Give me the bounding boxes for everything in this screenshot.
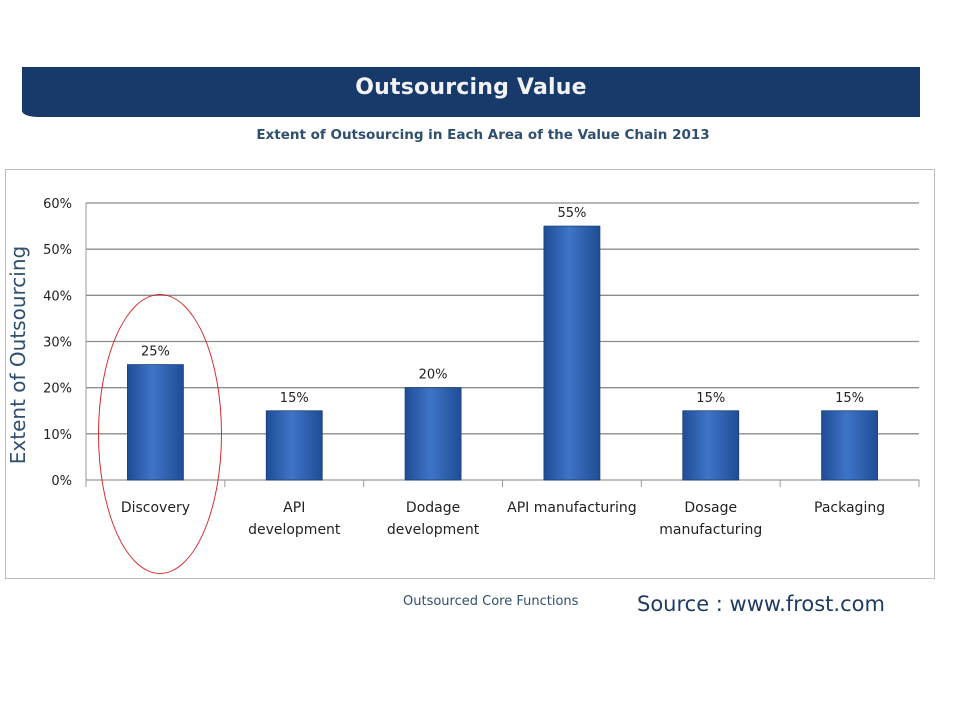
category-label-line: Dodage: [406, 500, 460, 516]
category-label: API development: [248, 500, 341, 538]
data-label: 15%: [280, 391, 309, 406]
category-label: Packaging: [814, 500, 885, 516]
category-label-line: manufacturing: [659, 522, 762, 538]
category-label-line: API manufacturing: [507, 500, 637, 516]
source-note: Source : www.frost.com: [637, 592, 885, 616]
y-tick-label: 50%: [43, 243, 72, 258]
category-label-line: development: [248, 522, 341, 538]
data-label: 15%: [835, 391, 864, 406]
bar: [404, 387, 462, 481]
y-axis-title: Extent of Outsourcing: [6, 246, 30, 464]
bar: [682, 410, 740, 481]
data-label: 20%: [419, 368, 448, 383]
y-tick-label: 10%: [43, 428, 72, 443]
category-label-line: Dosage: [684, 500, 737, 516]
bar: [543, 225, 601, 481]
data-label: 55%: [557, 206, 586, 221]
y-tick-label: 60%: [43, 197, 72, 212]
y-tick-label: 20%: [43, 382, 72, 397]
category-label: Dosage manufacturing: [659, 500, 762, 538]
category-label-line: API: [283, 500, 305, 516]
bar: [821, 410, 878, 481]
data-label: 15%: [696, 391, 725, 406]
y-tick-label: 0%: [51, 474, 72, 489]
title-banner: [22, 67, 920, 117]
banner-title: Outsourcing Value: [355, 75, 587, 100]
bar: [265, 410, 323, 481]
category-label: API manufacturing: [507, 500, 637, 516]
category-label: Dodage development: [387, 500, 480, 538]
category-label-line: Packaging: [814, 500, 885, 516]
discovery-highlight-circle: [98, 294, 222, 574]
y-tick-label: 40%: [43, 289, 72, 304]
chart-subtitle: Extent of Outsourcing in Each Area of th…: [256, 127, 710, 143]
x-axis-title: Outsourced Core Functions: [403, 594, 579, 609]
category-label-line: development: [387, 522, 480, 538]
y-tick-label: 30%: [43, 336, 72, 351]
